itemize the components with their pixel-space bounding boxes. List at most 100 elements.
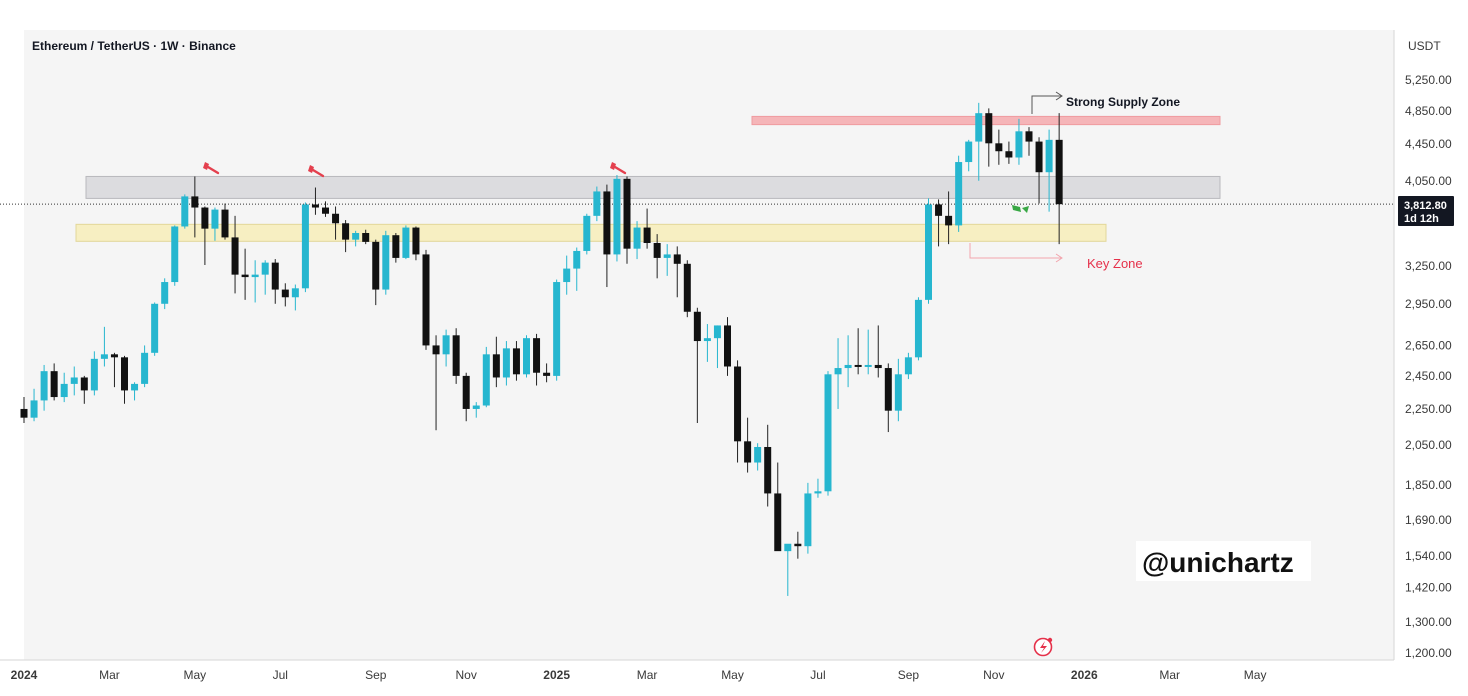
- x-tick-label: Nov: [983, 668, 1004, 682]
- candle: [724, 317, 731, 376]
- y-tick-label: 4,050.00: [1405, 174, 1452, 188]
- candle: [482, 346, 490, 408]
- candle: [442, 329, 450, 367]
- y-tick-label: 2,450.00: [1405, 369, 1452, 383]
- y-tick-label: 1,540.00: [1405, 549, 1452, 563]
- x-tick-label: Jul: [273, 668, 288, 682]
- y-tick-label: 2,650.00: [1405, 338, 1452, 352]
- candle: [583, 213, 591, 255]
- last-price-badge: 3,812.80 1d 12h: [1398, 196, 1454, 226]
- y-tick-label: 1,200.00: [1405, 646, 1452, 660]
- candle: [955, 155, 963, 232]
- annotations-layer: Strong Supply Zone Key Zone: [203, 91, 1180, 271]
- candle: [834, 338, 842, 409]
- candle: [502, 341, 510, 386]
- candle: [50, 363, 58, 401]
- candle: [563, 255, 571, 295]
- candle: [884, 363, 892, 433]
- candle: [472, 402, 480, 418]
- candle: [291, 284, 299, 311]
- candle: [402, 225, 410, 260]
- candle: [774, 462, 782, 552]
- candle: [110, 352, 118, 388]
- candle: [683, 260, 691, 318]
- candle: [824, 371, 832, 496]
- candle: [40, 364, 48, 411]
- candle: [543, 363, 551, 383]
- candle: [70, 366, 78, 396]
- candle: [1055, 113, 1063, 245]
- candle: [352, 230, 360, 247]
- resistance-zone[interactable]: [85, 175, 1221, 199]
- candle: [734, 360, 742, 463]
- x-tick-label: 2025: [543, 668, 570, 682]
- watermark-text: @unichartz: [1142, 547, 1294, 578]
- candle: [512, 341, 520, 381]
- candle: [965, 139, 973, 172]
- x-tick-label: Mar: [99, 668, 120, 682]
- candle: [141, 345, 149, 388]
- candle: [1045, 129, 1053, 212]
- key-support-zone[interactable]: [75, 223, 1107, 242]
- candle: [362, 229, 370, 245]
- last-price-countdown: 1d 12h: [1404, 213, 1439, 225]
- candle: [161, 278, 169, 310]
- last-price-value: 3,812.80: [1404, 200, 1447, 212]
- candle: [854, 328, 862, 375]
- candle: [653, 234, 661, 279]
- candle: [60, 372, 68, 403]
- key-zone-arrow: [969, 243, 1063, 263]
- tradingview-logo-icon: [1033, 637, 1053, 657]
- key-zone-label: Key Zone: [1087, 256, 1143, 271]
- candle: [231, 215, 239, 294]
- y-tick-label: 3,250.00: [1405, 259, 1452, 273]
- supply-zone-arrow: [1031, 91, 1063, 114]
- candle: [281, 283, 289, 307]
- candle: [975, 102, 983, 181]
- flags-layer: [203, 162, 627, 178]
- y-tick-label: 2,950.00: [1405, 297, 1452, 311]
- candle: [342, 220, 350, 253]
- y-tick-label: 1,300.00: [1405, 615, 1452, 629]
- candle: [201, 206, 209, 265]
- candle: [925, 198, 932, 304]
- candle: [693, 307, 701, 424]
- candle: [874, 325, 882, 378]
- candle: [1005, 141, 1013, 164]
- x-tick-label: Mar: [637, 668, 658, 682]
- candle: [422, 249, 430, 350]
- currency-label: USDT: [1408, 39, 1441, 53]
- candle: [995, 129, 1003, 165]
- candle: [492, 336, 500, 388]
- candle: [844, 335, 852, 388]
- candle: [784, 543, 792, 596]
- candle: [261, 260, 269, 295]
- y-tick-label: 2,050.00: [1405, 438, 1452, 452]
- y-tick-label: 1,420.00: [1405, 581, 1452, 595]
- candle: [100, 326, 108, 367]
- candle: [904, 352, 912, 380]
- candle: [603, 184, 611, 288]
- candle: [864, 329, 872, 375]
- candle: [613, 175, 621, 262]
- candle: [392, 233, 400, 263]
- y-tick-label: 4,850.00: [1405, 104, 1452, 118]
- x-tick-label: May: [1244, 668, 1267, 682]
- candle: [673, 246, 681, 298]
- candle: [151, 302, 159, 356]
- candle: [372, 239, 380, 306]
- candle: [985, 108, 993, 167]
- candle: [311, 187, 319, 215]
- y-tick-label: 1,690.00: [1405, 513, 1452, 527]
- candle: [452, 328, 460, 384]
- candle: [301, 202, 309, 293]
- candle: [814, 478, 822, 498]
- candle: [121, 355, 128, 404]
- price-axis-background: [1394, 30, 1468, 660]
- y-tick-label: 4,450.00: [1405, 137, 1452, 151]
- candle: [713, 325, 721, 369]
- candle: [20, 397, 28, 424]
- candle: [914, 297, 922, 361]
- x-tick-label: Sep: [898, 668, 920, 682]
